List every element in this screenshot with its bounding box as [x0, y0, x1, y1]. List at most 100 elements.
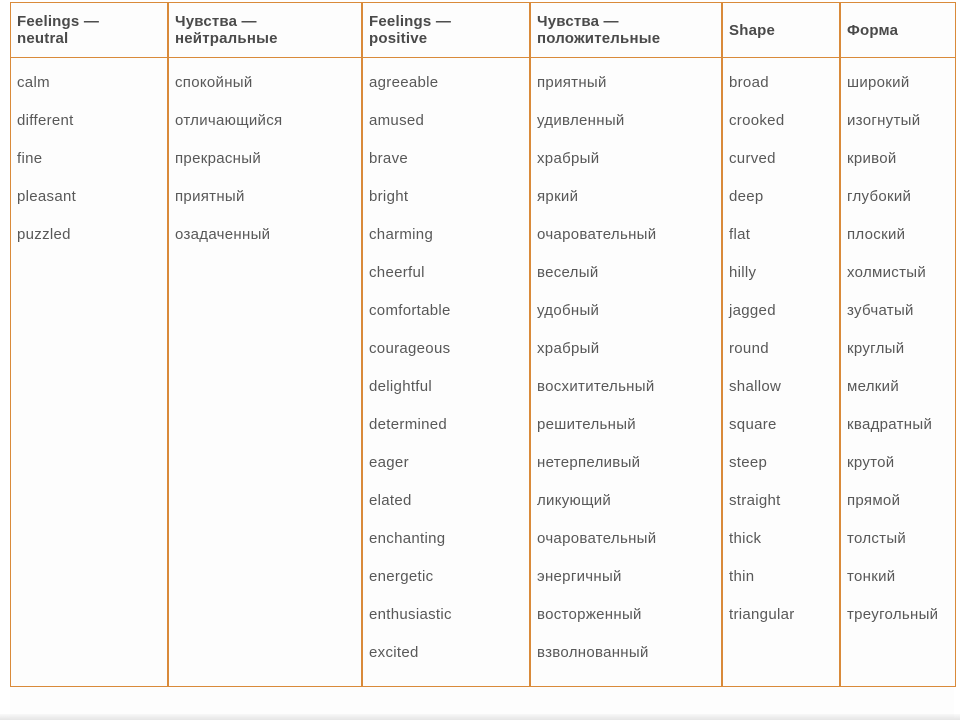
vocab-word: shallow [729, 368, 833, 406]
vocab-word: amused [369, 102, 523, 140]
vocab-word: fine [17, 140, 161, 178]
vocab-word: приятный [537, 68, 715, 102]
vocab-word: приятный [175, 178, 355, 216]
vocab-word: puzzled [17, 216, 161, 254]
vocab-word: enchanting [369, 520, 523, 558]
vocab-word: brave [369, 140, 523, 178]
vocab-word: кривой [847, 140, 949, 178]
vocab-word: steep [729, 444, 833, 482]
bottom-shadow [0, 714, 960, 720]
vocab-word: thin [729, 558, 833, 596]
vocab-word: широкий [847, 68, 949, 102]
vocab-word: jagged [729, 292, 833, 330]
vocab-word: восторженный [537, 596, 715, 634]
vocab-word: delightful [369, 368, 523, 406]
vocab-word: восхитительный [537, 368, 715, 406]
vocab-word: прекрасный [175, 140, 355, 178]
vocab-word: тонкий [847, 558, 949, 596]
vocab-word: pleasant [17, 178, 161, 216]
vocab-word: удобный [537, 292, 715, 330]
vocab-word: triangular [729, 596, 833, 634]
vocab-word: energetic [369, 558, 523, 596]
vocab-word: comfortable [369, 292, 523, 330]
vocab-word: agreeable [369, 68, 523, 102]
table-body: calmdifferentfinepleasantpuzzled спокойн… [10, 58, 956, 687]
header-feelings-positive-ru: Чувства — положительные [530, 2, 722, 58]
header-line2: нейтральные [175, 30, 278, 47]
vocab-word: квадратный [847, 406, 949, 444]
header-line1: Форма [847, 22, 898, 39]
vocab-word: cheerful [369, 254, 523, 292]
vocab-word: hilly [729, 254, 833, 292]
vocab-word: треугольный [847, 596, 949, 634]
header-shape-ru: Форма [840, 2, 956, 58]
vocab-word: curved [729, 140, 833, 178]
header-line2: положительные [537, 30, 660, 47]
header-line1: Feelings — [17, 13, 99, 30]
vocab-word: яркий [537, 178, 715, 216]
vocab-word: broad [729, 68, 833, 102]
vocab-word: straight [729, 482, 833, 520]
header-shape-en: Shape [722, 2, 840, 58]
vocab-word: спокойный [175, 68, 355, 102]
header-line1: Чувства — [175, 13, 257, 30]
vocab-word: elated [369, 482, 523, 520]
header-feelings-neutral-en: Feelings — neutral [10, 2, 168, 58]
vocab-word: очаровательный [537, 216, 715, 254]
cell-col0: calmdifferentfinepleasantpuzzled [10, 58, 168, 687]
vocab-word: удивленный [537, 102, 715, 140]
vocab-word: calm [17, 68, 161, 102]
header-feelings-positive-en: Feelings — positive [362, 2, 530, 58]
vocab-word: crooked [729, 102, 833, 140]
cell-col2: agreeableamusedbravebrightcharmingcheerf… [362, 58, 530, 687]
vocab-word: eager [369, 444, 523, 482]
vocab-table: Feelings — neutral Чувства — нейтральные… [10, 2, 956, 687]
vocab-word: круглый [847, 330, 949, 368]
header-line1: Feelings — [369, 13, 451, 30]
vocab-word: round [729, 330, 833, 368]
vocab-word: excited [369, 634, 523, 672]
vocab-word: ликующий [537, 482, 715, 520]
header-line2: positive [369, 30, 427, 47]
cell-col5: широкийизогнутыйкривойглубокийплоскийхол… [840, 58, 956, 687]
vocab-word: bright [369, 178, 523, 216]
vocab-word: зубчатый [847, 292, 949, 330]
table-wrapper: Feelings — neutral Чувства — нейтральные… [10, 2, 954, 718]
vocab-word: веселый [537, 254, 715, 292]
vocab-word: озадаченный [175, 216, 355, 254]
vocab-word: different [17, 102, 161, 140]
vocab-word: determined [369, 406, 523, 444]
vocab-word: очаровательный [537, 520, 715, 558]
vocab-word: плоский [847, 216, 949, 254]
vocab-word: square [729, 406, 833, 444]
vocab-word: мелкий [847, 368, 949, 406]
header-line2: neutral [17, 30, 68, 47]
vocab-word: крутой [847, 444, 949, 482]
header-feelings-neutral-ru: Чувства — нейтральные [168, 2, 362, 58]
body-row: calmdifferentfinepleasantpuzzled спокойн… [10, 58, 956, 687]
vocab-word: нетерпеливый [537, 444, 715, 482]
vocab-word: взволнованный [537, 634, 715, 672]
vocab-word: charming [369, 216, 523, 254]
vocab-word: enthusiastic [369, 596, 523, 634]
vocab-word: глубокий [847, 178, 949, 216]
page: Feelings — neutral Чувства — нейтральные… [0, 0, 960, 720]
vocab-word: thick [729, 520, 833, 558]
vocab-word: холмистый [847, 254, 949, 292]
table-head: Feelings — neutral Чувства — нейтральные… [10, 2, 956, 58]
header-line1: Чувства — [537, 13, 619, 30]
vocab-word: отличающийся [175, 102, 355, 140]
cell-col1: спокойныйотличающийсяпрекрасныйприятныйо… [168, 58, 362, 687]
vocab-word: решительный [537, 406, 715, 444]
vocab-word: прямой [847, 482, 949, 520]
header-line1: Shape [729, 22, 775, 39]
vocab-word: flat [729, 216, 833, 254]
vocab-word: храбрый [537, 140, 715, 178]
vocab-word: изогнутый [847, 102, 949, 140]
vocab-word: deep [729, 178, 833, 216]
vocab-word: courageous [369, 330, 523, 368]
vocab-word: храбрый [537, 330, 715, 368]
vocab-word: энергичный [537, 558, 715, 596]
header-row: Feelings — neutral Чувства — нейтральные… [10, 2, 956, 58]
cell-col3: приятныйудивленныйхрабрыйяркийочаровател… [530, 58, 722, 687]
